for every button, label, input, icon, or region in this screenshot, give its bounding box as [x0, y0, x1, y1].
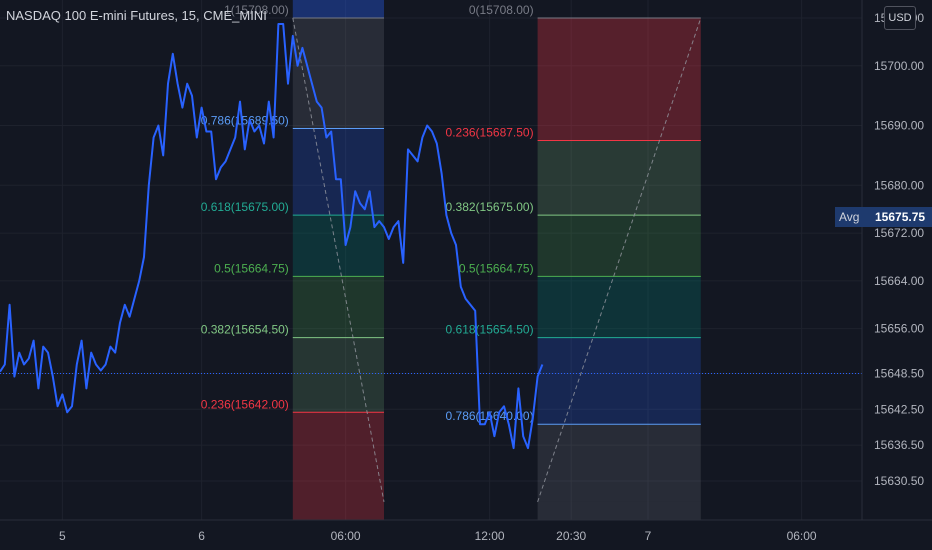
x-tick-label: 20:30	[556, 529, 586, 543]
fib-zone-bottom	[292, 481, 384, 520]
avg-value: 15675.75	[875, 210, 926, 224]
fib-level-label: 0.236(15642.00)	[201, 397, 289, 411]
y-tick-label: 15690.00	[874, 119, 924, 133]
fib-level-label: 0.786(15689.50)	[201, 114, 289, 128]
fib-zone	[292, 215, 384, 277]
y-tick-label: 15680.00	[874, 178, 924, 192]
x-tick-label: 7	[645, 529, 652, 543]
x-tick-label: 5	[59, 529, 66, 543]
fib-trend-line	[292, 17, 385, 503]
fib-zone	[537, 276, 701, 338]
fib-zone	[537, 337, 701, 425]
fib-trend-line	[537, 17, 702, 503]
fib-zone	[292, 128, 384, 216]
fib-zone	[537, 215, 701, 277]
fib-zone	[292, 276, 384, 338]
fib-level-label: 0(15708.00)	[469, 3, 534, 17]
price-series-line	[0, 23, 544, 450]
y-tick-label: 15700.00	[874, 59, 924, 73]
y-tick-label: 15656.00	[874, 322, 924, 336]
y-tick-label: 15664.00	[874, 274, 924, 288]
y-tick-label: 15672.00	[874, 226, 924, 240]
y-tick-label: 15630.50	[874, 474, 924, 488]
fib-zone-bottom	[537, 501, 701, 520]
fib-zone	[537, 140, 701, 216]
fib-zone	[537, 424, 701, 502]
fib-level-label: 0.5(15664.75)	[214, 261, 289, 275]
fib-level-label: 0.382(15675.00)	[446, 200, 534, 214]
currency-button[interactable]: USD	[884, 6, 916, 30]
y-tick-label: 15636.50	[874, 438, 924, 452]
y-tick-label: 15648.50	[874, 366, 924, 380]
avg-label: Avg	[839, 210, 860, 224]
x-tick-label: 12:00	[475, 529, 505, 543]
y-tick-label: 15642.50	[874, 402, 924, 416]
fib-level-label: 0.236(15687.50)	[446, 125, 534, 139]
x-tick-label: 06:00	[787, 529, 817, 543]
fib-level-label: 0.618(15654.50)	[446, 323, 534, 337]
fib-level-label: 0.5(15664.75)	[459, 261, 534, 275]
fib-zone	[537, 18, 701, 141]
fib-zone-top	[292, 0, 384, 18]
symbol-title: NASDAQ 100 E-mini Futures, 15, CME_MINI	[6, 8, 267, 23]
fib-level-label: 0.618(15675.00)	[201, 200, 289, 214]
fib-zone	[292, 412, 384, 481]
fib-level-label: 1(15708.00)	[224, 3, 289, 17]
price-axis	[862, 0, 932, 520]
fib-retracement-2: 0(15708.00) 0.236(15687.50) 0.382(15675.00…	[446, 3, 702, 520]
x-tick-label: 6	[198, 529, 205, 543]
time-axis	[0, 520, 932, 550]
fib-zone	[292, 337, 384, 413]
avg-price-badge: Avg 15675.75	[835, 207, 932, 227]
x-tick-label: 06:00	[331, 529, 361, 543]
fib-zone	[292, 18, 384, 129]
fib-level-label: 0.382(15654.50)	[201, 323, 289, 337]
fib-retracement-1: 1(15708.00) 0.786(15689.50) 0.618(15675.00…	[201, 0, 385, 520]
